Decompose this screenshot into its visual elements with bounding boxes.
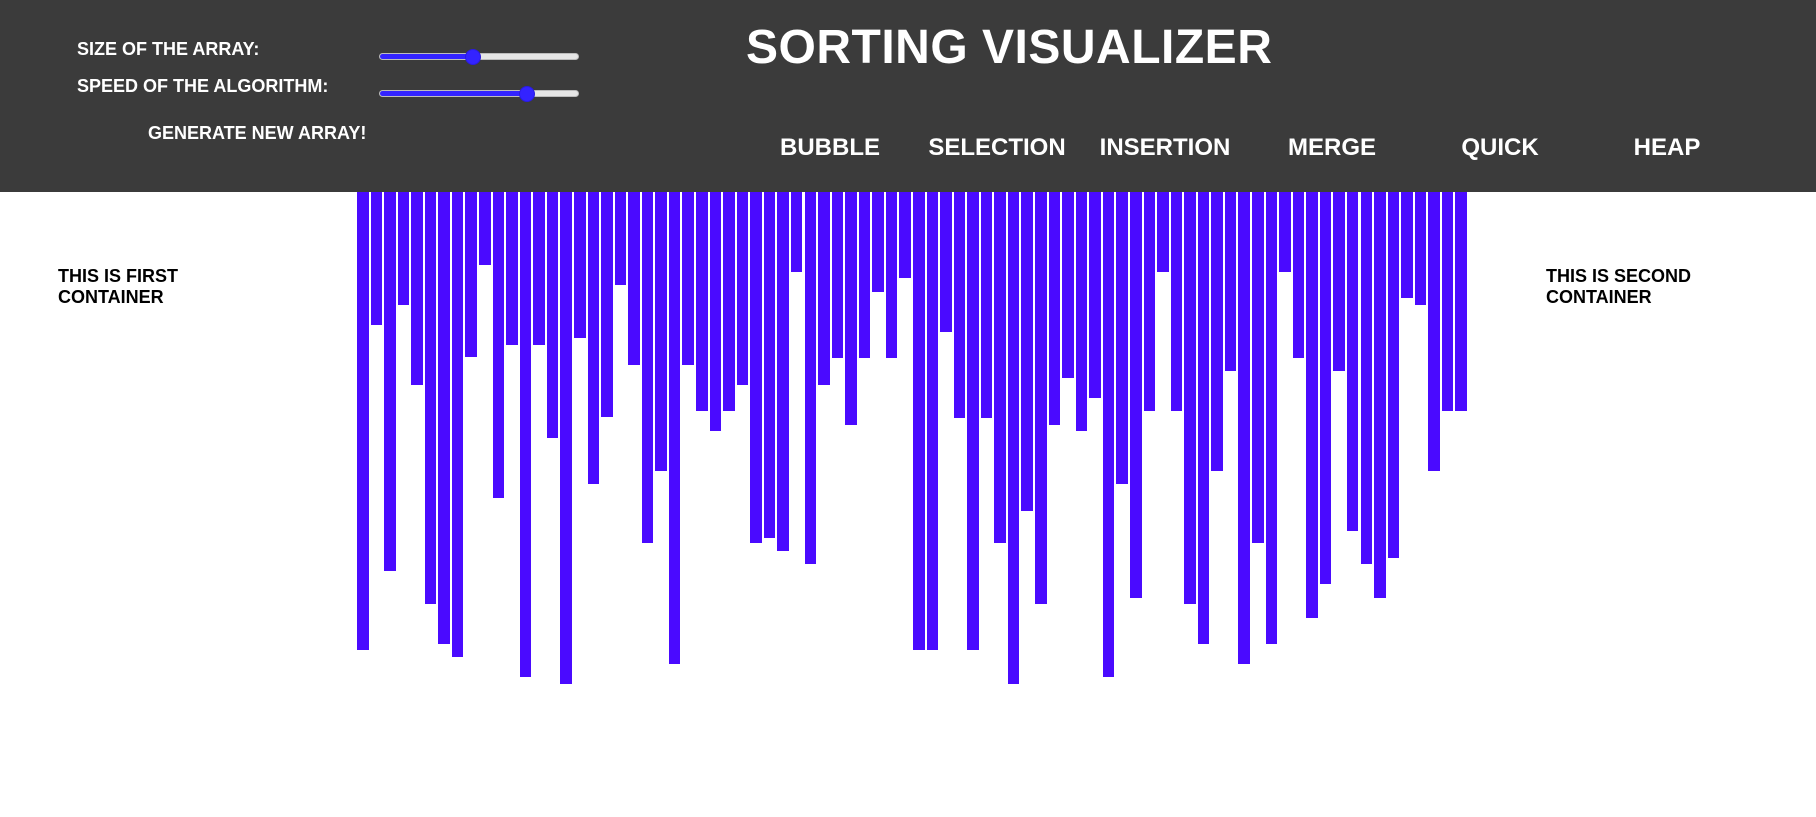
array-bar (1333, 192, 1345, 371)
array-bar (479, 192, 491, 265)
first-container-label: THIS IS FIRST CONTAINER (58, 266, 179, 307)
array-bar (696, 192, 708, 411)
merge-sort-button[interactable]: MERGE (1287, 134, 1376, 161)
array-bar (872, 192, 884, 292)
array-bar (1170, 192, 1183, 411)
array-bar (899, 192, 911, 278)
array-bar (506, 192, 518, 345)
array-bar (940, 192, 952, 332)
array-bar (451, 192, 464, 657)
array-bar (641, 192, 654, 543)
array-bar (533, 192, 545, 345)
algorithm-speed-label: SPEED OF THE ALGORITHM: (77, 76, 329, 96)
array-bar (994, 192, 1006, 543)
insertion-sort-button[interactable]: INSERTION (1099, 134, 1231, 161)
quick-sort-button[interactable]: QUICK (1461, 134, 1539, 161)
array-bar (723, 192, 735, 411)
array-bar (1401, 192, 1413, 298)
array-bar (560, 192, 572, 684)
array-size-label: SIZE OF THE ARRAY: (77, 39, 260, 59)
array-bar (628, 192, 640, 365)
array-bar (980, 192, 993, 418)
array-bar (1075, 192, 1088, 431)
bubble-sort-button[interactable]: BUBBLE (780, 134, 880, 161)
array-bar (831, 192, 844, 358)
array-bar (885, 192, 898, 358)
array-bar (709, 192, 722, 431)
array-bar (967, 192, 979, 650)
array-bar (601, 192, 613, 417)
array-bar (804, 192, 817, 564)
array-bar (614, 192, 627, 285)
array-bar (1157, 192, 1169, 272)
array-bar (465, 192, 478, 357)
array-bar (1455, 192, 1467, 411)
heap-sort-button[interactable]: HEAP (1633, 134, 1701, 161)
array-bar (1143, 192, 1156, 411)
array-bar (913, 192, 925, 650)
array-bar (1346, 192, 1359, 531)
array-bar (777, 192, 789, 551)
array-bar (1387, 192, 1400, 558)
array-bar (763, 192, 776, 538)
array-bar (424, 192, 437, 604)
array-bar (655, 192, 667, 471)
page-title: SORTING VISUALIZER (746, 21, 1273, 74)
array-size-slider[interactable] (379, 47, 579, 67)
array-bar (1441, 192, 1454, 411)
algorithm-speed-slider[interactable] (379, 84, 579, 104)
array-bar (1197, 192, 1210, 644)
array-bars-container (357, 192, 1469, 712)
array-bar (1224, 192, 1237, 371)
array-bar (668, 192, 681, 664)
array-bar (1252, 192, 1264, 543)
array-bar (1279, 192, 1291, 272)
array-bar (1035, 192, 1047, 604)
array-bar (1116, 192, 1128, 484)
array-bar (1319, 192, 1332, 584)
array-bar (1211, 192, 1223, 471)
array-bar (384, 192, 396, 571)
array-bar (411, 192, 423, 385)
array-bar (1238, 192, 1250, 664)
array-bar (492, 192, 505, 498)
array-bar (546, 192, 559, 438)
array-bar (1292, 192, 1305, 358)
array-bar (845, 192, 857, 425)
second-container-label: THIS IS SECOND CONTAINER (1546, 266, 1692, 307)
array-bar (1062, 192, 1074, 378)
array-bar (397, 192, 410, 305)
array-bar (1374, 192, 1386, 598)
selection-sort-button[interactable]: SELECTION (928, 134, 1066, 161)
header-bar: SIZE OF THE ARRAY: SPEED OF THE ALGORITH… (0, 0, 1816, 192)
generate-new-array-button[interactable]: GENERATE NEW ARRAY! (148, 123, 367, 143)
array-bar (357, 192, 369, 650)
array-bar (587, 192, 600, 484)
array-bar (573, 192, 586, 338)
array-bar (818, 192, 830, 385)
array-bar (953, 192, 966, 418)
array-bar (1265, 192, 1278, 644)
array-bar (1102, 192, 1115, 677)
array-bar (750, 192, 762, 543)
array-bar (1306, 192, 1318, 618)
array-bar (682, 192, 694, 365)
array-bar (1184, 192, 1196, 604)
array-bar (1048, 192, 1061, 425)
array-bar (1414, 192, 1427, 305)
array-bar (736, 192, 749, 385)
array-bar (1428, 192, 1440, 471)
array-bar (790, 192, 803, 272)
array-bar (1360, 192, 1373, 564)
array-bar (1021, 192, 1034, 511)
array-bar (1089, 192, 1101, 398)
array-bar (370, 192, 383, 325)
array-bar (1007, 192, 1020, 684)
array-bar (438, 192, 450, 644)
array-bar (926, 192, 939, 650)
array-bar (519, 192, 532, 677)
array-bar (858, 192, 871, 358)
array-bar (1129, 192, 1142, 598)
